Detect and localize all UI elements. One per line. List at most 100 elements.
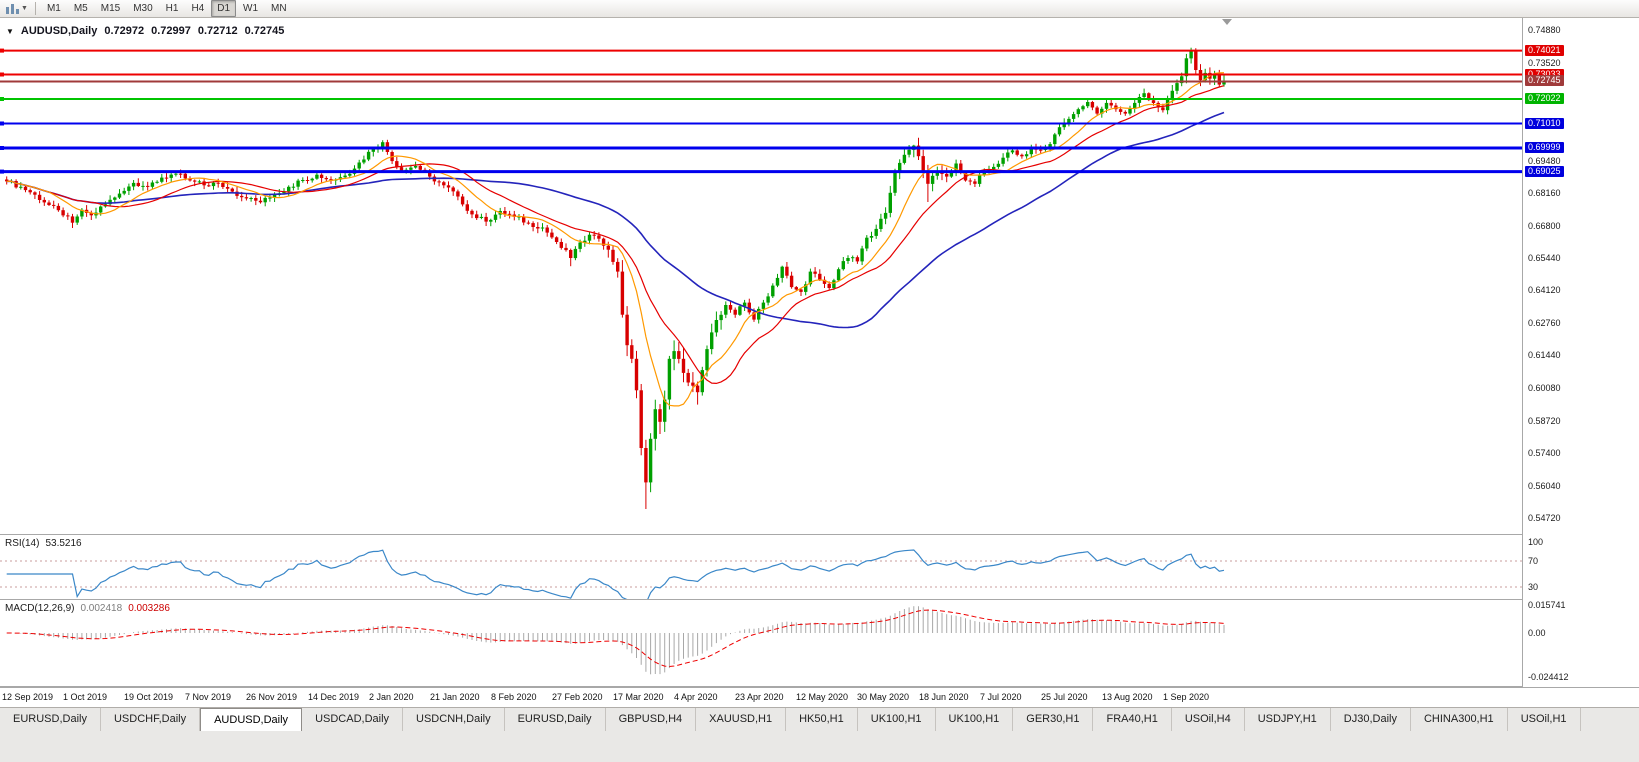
timeframe-button-mn[interactable]: MN (271, 3, 287, 14)
date-label: 25 Jul 2020 (1041, 692, 1088, 702)
bid-price-label: 0.72745 (1525, 75, 1564, 86)
quote-high: 0.72997 (151, 25, 191, 37)
date-label: 8 Feb 2020 (491, 692, 537, 702)
chart-tab-gbpusd-h4-6[interactable]: GBPUSD,H4 (606, 708, 697, 731)
date-label: 21 Jan 2020 (430, 692, 480, 702)
date-label: 14 Dec 2019 (308, 692, 360, 702)
price-tick: 0.57400 (1528, 448, 1561, 458)
chart-tab-usdchf-daily-1[interactable]: USDCHF,Daily (101, 708, 201, 731)
date-label: 18 Jun 2020 (919, 692, 969, 702)
timeframe-button-w1[interactable]: W1 (243, 3, 259, 14)
timeframe-button-m1[interactable]: M1 (46, 3, 61, 14)
date-label: 7 Jul 2020 (980, 692, 1022, 702)
price-tick: 0.62760 (1528, 318, 1561, 328)
timeframe-button-m5[interactable]: M5 (73, 3, 88, 14)
price-tick: 0.56040 (1528, 481, 1561, 491)
macd-chart-canvas[interactable] (0, 600, 1522, 686)
rsi-tick: 30 (1528, 582, 1539, 592)
level-price-label: 0.74021 (1525, 45, 1564, 56)
timeframe-button-h4[interactable]: H4 (191, 3, 205, 14)
collapse-triangle-icon[interactable]: ▼ (6, 26, 14, 36)
macd-tick: -0.024412 (1528, 672, 1569, 682)
rsi-header: RSI(14) 53.5216 (5, 538, 82, 549)
panel-divider (0, 686, 1639, 687)
date-label: 19 Oct 2019 (124, 692, 174, 702)
date-label: 23 Apr 2020 (735, 692, 784, 702)
macd-tick: 0.015741 (1528, 600, 1566, 610)
chart-tab-usdcad-daily-3[interactable]: USDCAD,Daily (302, 708, 404, 731)
rsi-chart-canvas[interactable] (0, 535, 1522, 599)
chevron-down-icon: ▼ (21, 5, 28, 12)
chart-tab-usdcnh-daily-4[interactable]: USDCNH,Daily (403, 708, 505, 731)
panel-divider[interactable] (0, 534, 1639, 535)
macd-title: MACD(12,26,9) (5, 603, 75, 614)
chart-title: ▼ AUDUSD,Daily 0.72972 0.72997 0.72712 0… (6, 25, 284, 37)
date-label: 26 Nov 2019 (246, 692, 298, 702)
chart-shift-marker[interactable] (1222, 19, 1232, 25)
chart-tab-usoil-h1-17[interactable]: USOil,H1 (1508, 708, 1581, 731)
quote-open: 0.72972 (104, 25, 145, 37)
chart-tab-usoil-h4-13[interactable]: USOil,H4 (1172, 708, 1245, 731)
chart-tab-eurusd-daily-5[interactable]: EURUSD,Daily (505, 708, 606, 731)
timeframe-toolbar: ▼ M1 M5 M15 M30 H1 H4 D1 W1 MN (0, 0, 1639, 18)
chart-tab-audusd-daily-2[interactable]: AUDUSD,Daily (200, 708, 303, 731)
date-label: 7 Nov 2019 (185, 692, 232, 702)
level-price-label: 0.71010 (1525, 118, 1564, 129)
date-label: 2 Jan 2020 (369, 692, 414, 702)
rsi-value: 53.5216 (45, 538, 82, 549)
rsi-tick: 70 (1528, 556, 1539, 566)
price-tick: 0.64120 (1528, 285, 1561, 295)
rsi-panel[interactable]: RSI(14) 53.5216 (0, 535, 1522, 599)
chart-symbol: AUDUSD,Daily (20, 25, 98, 37)
date-label: 17 Mar 2020 (613, 692, 664, 702)
level-price-label: 0.69999 (1525, 142, 1564, 153)
chart-tab-ger30-h1-11[interactable]: GER30,H1 (1013, 708, 1094, 731)
chart-tab-xauusd-h1-7[interactable]: XAUUSD,H1 (696, 708, 787, 731)
timeframe-button-d1[interactable]: D1 (211, 0, 237, 17)
quote-close: 0.72745 (244, 25, 285, 37)
chart-tab-uk100-h1-10[interactable]: UK100,H1 (936, 708, 1014, 731)
macd-main-value: 0.002418 (80, 603, 123, 614)
price-tick: 0.65440 (1528, 253, 1561, 263)
chart-tab-hk50-h1-8[interactable]: HK50,H1 (786, 708, 858, 731)
price-tick: 0.68160 (1528, 188, 1561, 198)
panel-divider[interactable] (0, 599, 1639, 600)
toolbar-separator (34, 2, 36, 15)
chart-tab-bar: EURUSD,Daily USDCHF,Daily AUDUSD,Daily USDC… (0, 707, 1639, 731)
chart-tab-usdjpy-h1-14[interactable]: USDJPY,H1 (1245, 708, 1331, 731)
timeframe-button-h1[interactable]: H1 (165, 3, 179, 14)
date-label: 12 Sep 2019 (2, 692, 54, 702)
rsi-tick: 100 (1528, 537, 1544, 547)
chart-tab-eurusd-daily-0[interactable]: EURUSD,Daily (0, 708, 101, 731)
price-axis: 0.74880 0.73520 0.69480 0.68160 0.66800 0.654… (1523, 18, 1639, 687)
date-label: 1 Oct 2019 (63, 692, 108, 702)
macd-header: MACD(12,26,9) 0.002418 0.003286 (5, 603, 170, 614)
price-tick: 0.69480 (1528, 156, 1561, 166)
charts-toolbar-icon[interactable]: ▼ (5, 2, 28, 15)
bar-chart-icon (6, 4, 19, 14)
chart-tab-fra40-h1-12[interactable]: FRA40,H1 (1093, 708, 1172, 731)
chart-tab-dj30-daily-15[interactable]: DJ30,Daily (1331, 708, 1411, 731)
price-tick: 0.73520 (1528, 58, 1561, 68)
date-label: 27 Feb 2020 (552, 692, 603, 702)
price-tick: 0.61440 (1528, 350, 1561, 360)
timeframe-button-m30[interactable]: M30 (133, 3, 153, 14)
date-label: 30 May 2020 (857, 692, 910, 702)
macd-panel[interactable]: MACD(12,26,9) 0.002418 0.003286 (0, 600, 1522, 686)
macd-signal-value: 0.003286 (128, 603, 170, 614)
date-label: 4 Apr 2020 (674, 692, 718, 702)
chart-tab-china300-h1-16[interactable]: CHINA300,H1 (1411, 708, 1508, 731)
chart-tab-uk100-h1-9[interactable]: UK100,H1 (858, 708, 936, 731)
date-label: 13 Aug 2020 (1102, 692, 1153, 702)
level-price-label: 0.72022 (1525, 93, 1564, 104)
candlestick-chart-canvas[interactable] (0, 18, 1522, 534)
level-price-label: 0.69025 (1525, 166, 1564, 177)
rsi-title: RSI(14) (5, 538, 40, 549)
status-bar (0, 731, 1639, 762)
axis-separator (1522, 18, 1523, 687)
timeframe-button-m15[interactable]: M15 (100, 3, 121, 14)
price-tick: 0.58720 (1528, 416, 1561, 426)
price-chart-panel[interactable]: ▼ AUDUSD,Daily 0.72972 0.72997 0.72712 0… (0, 18, 1522, 534)
time-axis: 12 Sep 2019 1 Oct 2019 19 Oct 2019 7 Nov 20… (0, 687, 1639, 707)
